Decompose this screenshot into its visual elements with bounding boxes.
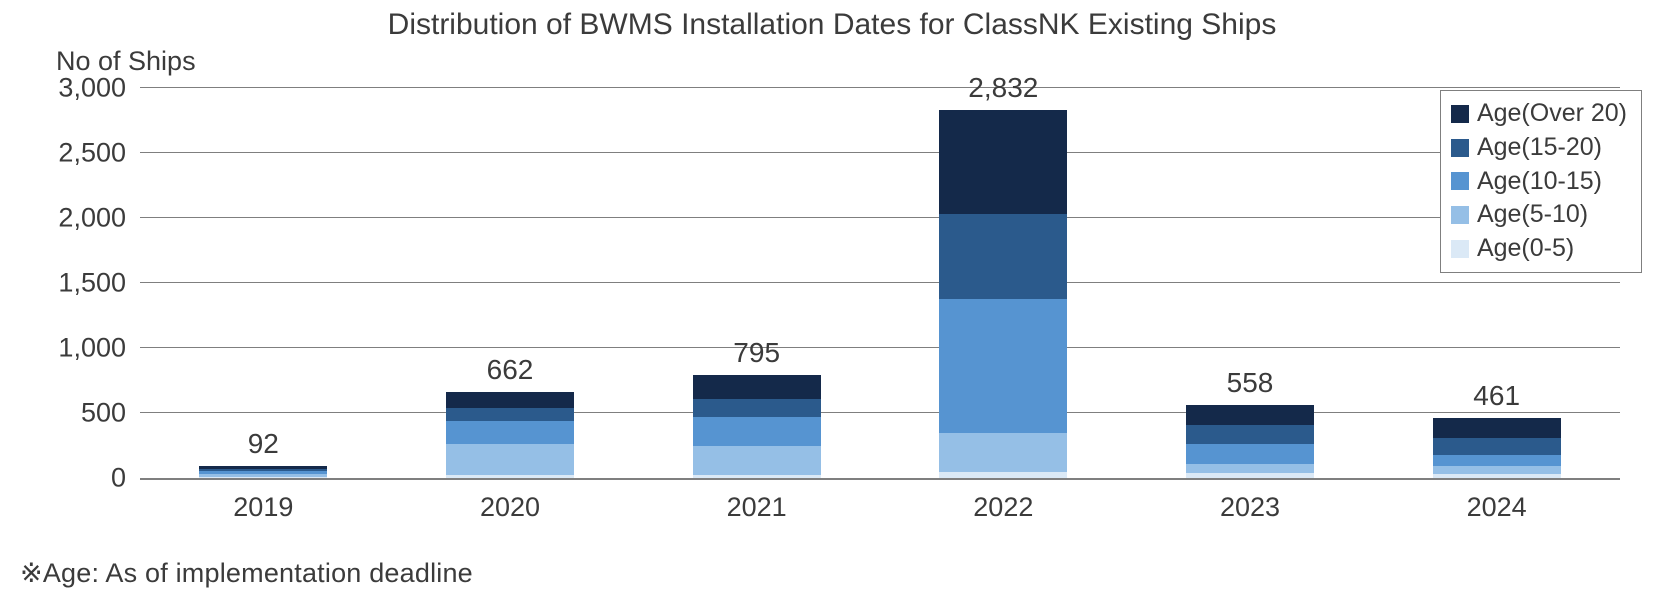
bar-seg-age_5_10 <box>939 433 1067 472</box>
plot-area: 05001,0001,5002,0002,5003,00092201966220… <box>140 88 1620 480</box>
legend-label: Age(0-5) <box>1477 232 1574 266</box>
y-tick-label: 1,500 <box>58 268 140 299</box>
footnote: ※Age: As of implementation deadline <box>20 558 473 589</box>
x-tick-label: 2024 <box>1467 478 1527 523</box>
bar-total-label: 461 <box>1473 380 1520 412</box>
y-tick-label: 2,000 <box>58 203 140 234</box>
bar-seg-age_15_20 <box>1186 425 1314 445</box>
legend-swatch <box>1451 240 1469 258</box>
y-tick-label: 500 <box>81 398 140 429</box>
y-tick-label: 2,500 <box>58 138 140 169</box>
bar-seg-age_over20 <box>939 110 1067 214</box>
legend: Age(Over 20)Age(15-20)Age(10-15)Age(5-10… <box>1440 90 1642 273</box>
bar-seg-age_over20 <box>1186 405 1314 424</box>
bar-seg-age_15_20 <box>939 214 1067 299</box>
bar-seg-age_over20 <box>693 375 821 399</box>
bar-seg-age_15_20 <box>1433 438 1561 455</box>
legend-swatch <box>1451 206 1469 224</box>
gridline <box>140 152 1620 153</box>
bar-2021: 795 <box>693 375 821 478</box>
y-tick-label: 0 <box>111 463 140 494</box>
x-tick-label: 2021 <box>727 478 787 523</box>
x-tick-label: 2020 <box>480 478 540 523</box>
bar-seg-age_over20 <box>1433 418 1561 438</box>
legend-label: Age(15-20) <box>1477 131 1602 165</box>
legend-label: Age(5-10) <box>1477 198 1588 232</box>
bar-seg-age_10_15 <box>446 421 574 444</box>
x-tick-label: 2022 <box>973 478 1033 523</box>
bar-seg-age_5_10 <box>199 474 327 477</box>
legend-item-age_over20: Age(Over 20) <box>1451 97 1627 131</box>
bar-seg-age_over20 <box>199 466 327 469</box>
bar-seg-age_10_15 <box>1186 444 1314 464</box>
bar-2023: 558 <box>1186 405 1314 478</box>
bar-total-label: 558 <box>1227 367 1274 399</box>
y-tick-label: 1,000 <box>58 333 140 364</box>
bar-2019: 92 <box>199 466 327 478</box>
x-tick-label: 2019 <box>233 478 293 523</box>
bar-seg-age_15_20 <box>199 469 327 471</box>
legend-swatch <box>1451 172 1469 190</box>
bar-seg-age_10_15 <box>939 299 1067 433</box>
bar-seg-age_over20 <box>446 392 574 408</box>
y-tick-label: 3,000 <box>58 73 140 104</box>
legend-item-age_5_10: Age(5-10) <box>1451 198 1627 232</box>
bar-seg-age_5_10 <box>693 446 821 476</box>
bar-seg-age_10_15 <box>199 471 327 474</box>
bar-2022: 2,832 <box>939 110 1067 478</box>
bar-2020: 662 <box>446 392 574 478</box>
bar-total-label: 2,832 <box>968 72 1038 104</box>
gridline <box>140 87 1620 88</box>
bar-total-label: 795 <box>733 337 780 369</box>
bar-seg-age_5_10 <box>1186 464 1314 473</box>
legend-label: Age(Over 20) <box>1477 97 1627 131</box>
bar-seg-age_5_10 <box>1433 466 1561 474</box>
bwms-distribution-chart: Distribution of BWMS Installation Dates … <box>0 0 1664 600</box>
gridline <box>140 412 1620 413</box>
bar-seg-age_10_15 <box>693 417 821 446</box>
bar-seg-age_15_20 <box>693 399 821 417</box>
legend-label: Age(10-15) <box>1477 165 1602 199</box>
bar-seg-age_15_20 <box>446 408 574 421</box>
gridline <box>140 347 1620 348</box>
bar-seg-age_5_10 <box>446 444 574 475</box>
bar-total-label: 662 <box>487 354 534 386</box>
legend-swatch <box>1451 105 1469 123</box>
legend-item-age_10_15: Age(10-15) <box>1451 165 1627 199</box>
bar-seg-age_10_15 <box>1433 455 1561 467</box>
x-tick-label: 2023 <box>1220 478 1280 523</box>
chart-title: Distribution of BWMS Installation Dates … <box>0 8 1664 42</box>
gridline <box>140 282 1620 283</box>
legend-item-age_0_5: Age(0-5) <box>1451 232 1627 266</box>
gridline <box>140 217 1620 218</box>
legend-swatch <box>1451 139 1469 157</box>
legend-item-age_15_20: Age(15-20) <box>1451 131 1627 165</box>
bar-total-label: 92 <box>248 428 279 460</box>
bar-2024: 461 <box>1433 418 1561 478</box>
